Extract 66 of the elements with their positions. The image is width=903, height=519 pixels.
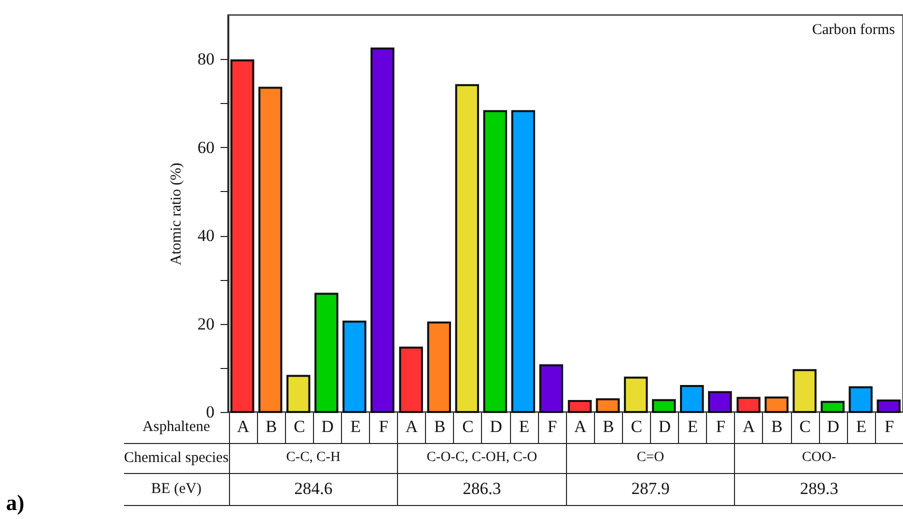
text: D — [490, 417, 502, 436]
text: C — [462, 417, 474, 436]
bar — [511, 110, 536, 413]
x-tick-label: COO- — [734, 443, 903, 473]
text: 289.3 — [734, 473, 903, 505]
text: D — [827, 417, 840, 436]
text: a) — [6, 490, 24, 516]
text: BE (eV) — [124, 473, 230, 505]
text: E — [518, 417, 530, 436]
text: B — [771, 417, 783, 436]
bar — [314, 292, 338, 413]
chart-title: Carbon forms — [812, 22, 896, 38]
x-tick-label: C-O-C, C-OH, C-O — [398, 443, 566, 473]
text: B — [602, 417, 614, 436]
text: F — [547, 417, 557, 436]
text: F — [716, 417, 726, 436]
bar — [848, 386, 873, 413]
bar — [568, 400, 592, 413]
bar — [680, 384, 704, 413]
text: B — [434, 417, 446, 436]
y-tick-label: 40 — [198, 226, 214, 246]
text: A — [574, 417, 586, 436]
bar — [370, 48, 394, 413]
bar — [483, 110, 508, 413]
bar — [230, 59, 254, 413]
bar — [624, 376, 648, 413]
bar — [427, 321, 452, 413]
bar — [792, 369, 817, 413]
y-tick-label: 20 — [198, 314, 214, 334]
bar — [539, 364, 564, 413]
y-tick-label: 60 — [198, 138, 214, 157]
text: A — [742, 417, 755, 436]
bar — [876, 400, 901, 413]
series-label: F — [370, 412, 398, 443]
y-axis-title: Atomic ratio (%) — [168, 162, 184, 266]
series-label: C — [285, 412, 314, 443]
bar — [596, 398, 620, 413]
text: C — [630, 417, 642, 436]
bar — [258, 86, 282, 413]
bar — [286, 374, 310, 413]
x-tick-label: C=O — [566, 443, 735, 473]
series-label: E — [342, 412, 370, 443]
text: A — [406, 417, 418, 436]
series-label: B — [257, 412, 286, 443]
text: E — [856, 417, 866, 436]
y-tick-label: 80 — [198, 50, 214, 69]
text: D — [658, 417, 671, 436]
x-tick-label: C-C, C-H — [229, 443, 398, 473]
bar — [652, 399, 676, 413]
text: C — [799, 417, 811, 436]
series-label: A — [229, 412, 258, 443]
bar — [820, 400, 845, 413]
text: E — [688, 417, 698, 436]
bar — [736, 396, 760, 413]
text: 284.6 — [229, 473, 398, 505]
text: 287.9 — [566, 473, 735, 505]
bar — [455, 84, 480, 413]
y-tick-label: 0 — [206, 402, 214, 422]
series-label: D — [313, 412, 342, 443]
bar — [342, 320, 366, 413]
bar — [764, 396, 789, 413]
x-axis-title: Chemical species — [124, 443, 230, 473]
bar — [399, 346, 423, 413]
text: F — [884, 417, 894, 436]
text: 286.3 — [398, 473, 566, 505]
bar — [708, 391, 732, 413]
